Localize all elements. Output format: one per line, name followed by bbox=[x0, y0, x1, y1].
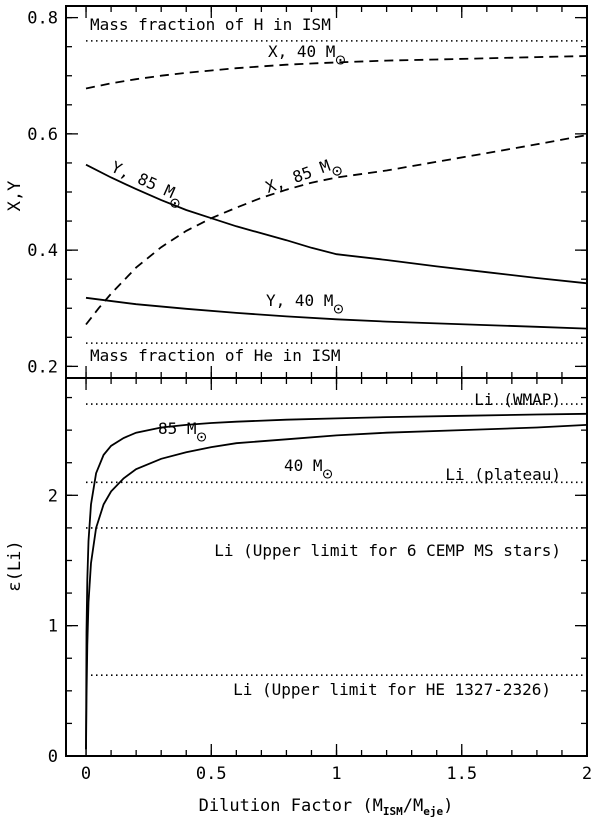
bottom-panel-ticks: 0 1 2 0 0.5 1 1.5 2 bbox=[48, 378, 592, 784]
sun-symbol-dot bbox=[173, 202, 177, 205]
reference-label-li-plateau: Li (plateau) bbox=[445, 465, 561, 484]
series-label-text: Y, 85 M bbox=[108, 157, 177, 202]
series-label-85-m: 85 M bbox=[158, 419, 207, 442]
series-line-x-40-m bbox=[85, 55, 588, 90]
x-axis-label-sub-ism: ISM bbox=[383, 805, 403, 818]
x-axis-label-mid: /M bbox=[403, 796, 423, 816]
bottom-panel: 0 1 2 0 0.5 1 1.5 2 Li (WMAP) Li (plateau) Li (Up… bbox=[5, 377, 592, 818]
reference-label-li-upper-limit-for-6-cemp-ms-stars: Li (Upper limit for 6 CEMP MS stars) bbox=[214, 541, 561, 560]
y-tick-label: 0.8 bbox=[27, 9, 58, 29]
series-label-text: Y, 40 M bbox=[266, 291, 333, 310]
bottom-panel-labels: Li (WMAP) Li (plateau) Li (Upper limit for… bbox=[158, 390, 561, 699]
sun-symbol-icon bbox=[333, 304, 343, 314]
series-label-x-85-m: X, 85 M bbox=[263, 156, 342, 197]
series-label-text: 40 M bbox=[284, 456, 323, 475]
reference-label-li-upper-limit-for-he-1327-2326: Li (Upper limit for HE 1327-2326) bbox=[233, 680, 551, 699]
sun-symbol-icon bbox=[335, 55, 345, 65]
top-y-axis-label: X,Y bbox=[5, 181, 25, 212]
series-line-x-85-m bbox=[85, 134, 588, 326]
y-tick-label: 0 bbox=[48, 747, 58, 767]
sun-symbol-dot bbox=[335, 169, 339, 173]
sun-symbol-dot bbox=[339, 58, 342, 62]
reference-label-li-wmap: Li (WMAP) bbox=[474, 390, 561, 409]
x-axis-label: Dilution Factor (MISM/Meje) bbox=[199, 796, 454, 818]
reference-label-mass-fraction-of-h-in-ism: Mass fraction of H in ISM bbox=[90, 15, 331, 34]
sun-symbol-icon bbox=[332, 166, 342, 176]
series-line-40-m bbox=[85, 424, 588, 750]
series-label-text: 85 M bbox=[158, 419, 197, 438]
top-panel-reference-lines bbox=[86, 40, 587, 344]
sun-symbol-dot bbox=[200, 435, 203, 439]
x-axis-label-main: Dilution Factor (M bbox=[199, 796, 383, 816]
x-axis-label-end: ) bbox=[443, 796, 453, 816]
reference-label-mass-fraction-of-he-in-ism: Mass fraction of He in ISM bbox=[90, 346, 340, 365]
x-tick-label: 0.5 bbox=[196, 764, 227, 784]
x-tick-label: 0 bbox=[81, 764, 91, 784]
y-tick-label: 0.2 bbox=[27, 357, 58, 377]
series-label-x-40-m: X, 40 M bbox=[268, 42, 345, 65]
series-line-y-40-m bbox=[85, 296, 588, 330]
y-tick-label: 0.6 bbox=[27, 125, 58, 145]
sun-symbol-icon bbox=[322, 469, 333, 479]
series-label-text: X, 40 M bbox=[268, 42, 335, 61]
y-tick-label: 2 bbox=[48, 486, 58, 506]
bottom-panel-reference-lines bbox=[86, 403, 587, 676]
bottom-panel-curves bbox=[85, 412, 588, 750]
sun-symbol-dot bbox=[326, 472, 329, 476]
bottom-panel-frame bbox=[65, 377, 588, 757]
sun-symbol-icon bbox=[170, 198, 180, 208]
x-axis-label-sub-eje: eje bbox=[423, 805, 443, 818]
series-line-85-m bbox=[85, 412, 588, 750]
sun-symbol-icon bbox=[196, 432, 207, 442]
y-tick-label: 0.4 bbox=[27, 241, 58, 261]
top-panel-ticks: 0.2 0.4 0.6 0.8 bbox=[27, 6, 588, 378]
series-label-y-40-m: Y, 40 M bbox=[266, 291, 343, 314]
top-panel: 0.20.40.60.8 Mass fraction of H in ISMMa… bbox=[5, 5, 588, 379]
series-label-40-m: 40 M bbox=[284, 456, 333, 479]
series-label-y-85-m: Y, 85 M bbox=[108, 157, 180, 208]
series-label-text: X, 85 M bbox=[263, 156, 333, 197]
x-tick-label: 1 bbox=[331, 764, 341, 784]
top-panel-labels: Mass fraction of H in ISM Mass fraction o… bbox=[90, 15, 345, 365]
bottom-y-axis-label: ε(Li) bbox=[5, 540, 25, 591]
x-tick-label: 2 bbox=[582, 764, 592, 784]
series-line-y-85-m bbox=[85, 163, 588, 285]
top-panel-curves bbox=[85, 55, 588, 330]
x-tick-label: 1.5 bbox=[446, 764, 477, 784]
sun-symbol-dot bbox=[337, 307, 340, 311]
y-tick-label: 1 bbox=[48, 617, 58, 637]
